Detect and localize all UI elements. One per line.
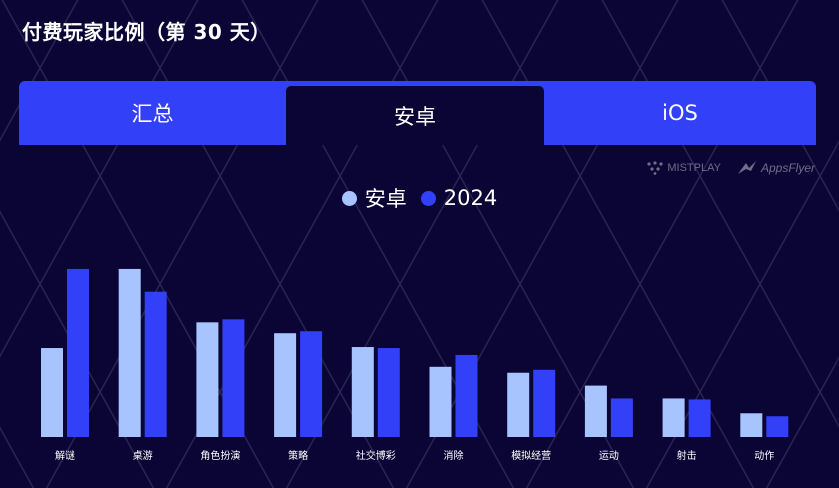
mistplay-wordmark: MISTPLAY	[667, 162, 721, 174]
mistplay-logo: MISTPLAY	[647, 161, 721, 175]
appsflyer-logo: AppsFlyer	[737, 160, 815, 176]
tab-ios[interactable]: iOS	[662, 101, 698, 125]
legend-item-2024[interactable]: 2024	[420, 183, 498, 213]
bar-android-8[interactable]	[662, 398, 685, 437]
bar-android-2[interactable]	[196, 322, 219, 437]
category-label-3: 策略	[288, 449, 308, 462]
category-label-4: 社交博彩	[356, 449, 396, 462]
bar-series-2024-1[interactable]	[144, 291, 167, 437]
bar-android-1[interactable]	[118, 268, 141, 437]
bar-android-4[interactable]	[351, 347, 374, 437]
appsflyer-wordmark: AppsFlyer	[760, 161, 815, 175]
partner-logos: MISTPLAY AppsFlyer	[647, 160, 815, 176]
bar-series-2024-5[interactable]	[455, 354, 478, 437]
bar-series-2024-8[interactable]	[688, 399, 711, 437]
bar-series-2024-2[interactable]	[222, 319, 245, 437]
category-label-6: 模拟经营	[511, 449, 551, 462]
category-label-7: 运动	[599, 450, 619, 462]
bar-android-6[interactable]	[507, 372, 530, 437]
category-label-9: 动作	[754, 450, 774, 462]
chart-title: 付费玩家比例（第 30 天）	[22, 20, 271, 44]
bar-android-9[interactable]	[740, 413, 763, 437]
platform-tabs: 汇总 安卓 iOS	[19, 81, 816, 145]
category-label-2: 角色扮演	[200, 449, 240, 462]
bar-series-2024-3[interactable]	[300, 331, 323, 437]
legend-label-2024: 2024	[443, 186, 498, 210]
category-label-1: 桌游	[133, 449, 153, 462]
legend-dot-2024	[420, 190, 436, 206]
legend-dot-android	[341, 190, 357, 206]
bar-android-3[interactable]	[274, 333, 297, 437]
bar-android-7[interactable]	[584, 385, 607, 437]
bar-series-2024-7[interactable]	[610, 398, 633, 437]
category-label-8: 射击	[677, 450, 697, 462]
legend-label-android: 安卓	[364, 187, 407, 211]
bar-series-2024-0[interactable]	[67, 268, 89, 437]
mistplay-mark-icon	[647, 161, 663, 175]
category-label-5: 消除	[444, 449, 464, 462]
tab-summary[interactable]: 汇总	[131, 102, 174, 126]
appsflyer-bird-icon	[737, 161, 756, 174]
chart-legend: 安卓 2024	[0, 183, 839, 213]
legend-item-android[interactable]: 安卓	[341, 183, 407, 213]
bar-series-2024-4[interactable]	[377, 348, 400, 437]
bar-android-0[interactable]	[41, 348, 63, 437]
category-label-0: 解谜	[55, 449, 75, 462]
bar-series-2024-9[interactable]	[766, 416, 789, 437]
bar-series-2024-6[interactable]	[533, 369, 556, 437]
tab-android[interactable]: 安卓	[286, 86, 544, 145]
bar-android-5[interactable]	[429, 366, 452, 437]
bar-chart: 解谜 桌游 角色扮演 策略 社交博彩 消除 模拟经营 运动 射击 动作	[41, 268, 789, 462]
